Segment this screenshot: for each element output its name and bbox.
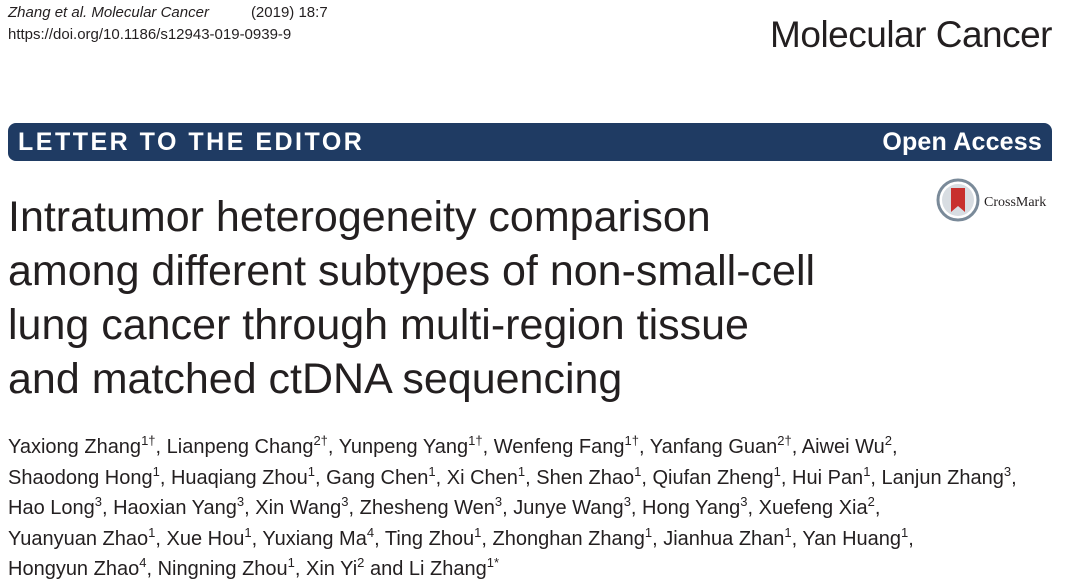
author-name[interactable]: Ting Zhou xyxy=(384,527,475,550)
author-list: Yaxiong Zhang1†, Lianpeng Chang2†, Yunpe… xyxy=(8,432,1068,585)
author-name[interactable]: Xi Chen xyxy=(446,466,518,489)
author-affiliation-mark: 1 xyxy=(148,524,156,540)
author-name[interactable]: Jianhua Zhan xyxy=(663,527,785,550)
author-name[interactable]: and Li Zhang xyxy=(369,558,487,580)
author-name[interactable]: Shen Zhao xyxy=(536,466,635,489)
title-line: among different subtypes of non-small-ce… xyxy=(8,247,816,295)
author-name[interactable]: Xin Wang xyxy=(255,497,342,519)
title-line: lung cancer through multi-region tissue xyxy=(8,301,749,349)
author-affiliation-mark: 3 xyxy=(94,494,102,509)
author-affiliation-mark: 1† xyxy=(141,433,156,448)
author-name[interactable]: Shaodong Hong xyxy=(8,466,153,489)
doi-link[interactable]: https://doi.org/10.1186/s12943-019-0939-… xyxy=(8,26,292,43)
article-title: Intratumor heterogeneity comparison amon… xyxy=(8,190,938,406)
author-name[interactable]: Hongyun Zhao xyxy=(8,558,140,580)
author-affiliation-mark: 1 xyxy=(901,524,909,540)
author-name[interactable]: Hao Long xyxy=(8,497,95,519)
author-name[interactable]: Xuefeng Xia xyxy=(758,497,868,519)
author-affiliation-mark: 1 xyxy=(863,463,871,479)
author-name[interactable]: Junye Wang xyxy=(513,497,624,519)
author-affiliation-mark: 1 xyxy=(634,463,642,479)
author-affiliation-mark: 1 xyxy=(474,524,482,540)
author-line: Hongyun Zhao4, Ningning Zhou1, Xin Yi2 a… xyxy=(8,555,500,580)
author-affiliation-mark: 1 xyxy=(244,524,252,540)
author-affiliation-mark: 2† xyxy=(313,433,328,448)
author-name[interactable]: Xin Yi xyxy=(306,558,358,580)
author-affiliation-mark: 1 xyxy=(428,463,436,479)
author-name[interactable]: Lianpeng Chang xyxy=(166,436,314,458)
author-name[interactable]: Zhonghan Zhang xyxy=(492,527,645,550)
author-affiliation-mark: 3 xyxy=(236,494,245,509)
author-name[interactable]: Huaqiang Zhou xyxy=(170,466,308,489)
citation-line: Zhang et al. Molecular Cancer (2019) 18:7 xyxy=(8,2,328,24)
author-affiliation-mark: 3 xyxy=(740,494,748,509)
author-name[interactable]: Yaxiong Zhang xyxy=(8,436,142,458)
author-name[interactable]: Zhesheng Wen xyxy=(359,497,495,519)
article-type-label: LETTER TO THE EDITOR xyxy=(18,127,365,156)
journal-logo-text: Molecular Cancer xyxy=(770,14,1052,55)
title-line: and matched ctDNA sequencing xyxy=(8,355,623,403)
author-affiliation-mark: 1† xyxy=(624,433,639,448)
author-affiliation-mark: 2 xyxy=(357,555,365,570)
author-name[interactable]: Hui Pan xyxy=(792,466,864,489)
crossmark-icon xyxy=(936,178,980,227)
author-affiliation-mark: 3 xyxy=(623,494,631,509)
citation-year-volume: (2019) 18:7 xyxy=(250,4,328,21)
author-affiliation-mark: 4 xyxy=(366,524,375,540)
author-affiliation-mark: 1* xyxy=(486,555,500,570)
author-name[interactable]: Yuxiang Ma xyxy=(262,527,367,550)
author-name[interactable]: Yuanyuan Zhao xyxy=(8,527,149,550)
author-line: Yaxiong Zhang1†, Lianpeng Chang2†, Yunpe… xyxy=(8,433,898,458)
author-affiliation-mark: 2† xyxy=(777,433,792,448)
author-name[interactable]: Qiufan Zheng xyxy=(652,466,774,489)
author-affiliation-mark: 1 xyxy=(152,463,160,479)
citation-block: Zhang et al. Molecular Cancer (2019) 18:7… xyxy=(8,2,328,46)
citation-authors: Zhang et al. Molecular Cancer xyxy=(8,4,209,21)
author-affiliation-mark: 1† xyxy=(468,433,483,448)
author-line: Yuanyuan Zhao1, Xue Hou1, Yuxiang Ma4, T… xyxy=(8,524,914,550)
author-name[interactable]: Xue Hou xyxy=(166,527,245,550)
author-affiliation-mark: 1 xyxy=(773,463,781,479)
crossmark-badge[interactable]: CrossMark xyxy=(936,178,1046,227)
author-affiliation-mark: 3 xyxy=(341,494,349,509)
author-name[interactable]: Aiwei Wu xyxy=(801,436,885,458)
author-name[interactable]: Hong Yang xyxy=(642,497,741,519)
author-affiliation-mark: 2 xyxy=(867,494,875,509)
author-name[interactable]: Yan Huang xyxy=(802,527,902,550)
author-affiliation-mark: 1 xyxy=(287,555,295,570)
crossmark-label: CrossMark xyxy=(984,194,1047,210)
author-line: Hao Long3, Haoxian Yang3, Xin Wang3, Zhe… xyxy=(8,494,881,519)
author-name[interactable]: Yanfang Guan xyxy=(649,436,778,458)
author-affiliation-mark: 2 xyxy=(884,433,892,448)
author-name[interactable]: Gang Chen xyxy=(326,466,429,489)
article-type-banner: LETTER TO THE EDITOR Open Access xyxy=(8,123,1052,161)
author-name[interactable]: Lanjun Zhang xyxy=(881,466,1004,489)
author-line: Shaodong Hong1, Huaqiang Zhou1, Gang Che… xyxy=(8,463,1017,489)
author-affiliation-mark: 3 xyxy=(494,494,503,509)
author-affiliation-mark: 1 xyxy=(517,463,526,479)
author-name[interactable]: Haoxian Yang xyxy=(113,497,237,519)
author-affiliation-mark: 1 xyxy=(307,463,315,479)
author-affiliation-mark: 1 xyxy=(784,524,792,540)
author-affiliation-mark: 1 xyxy=(644,524,653,540)
author-name[interactable]: Wenfeng Fang xyxy=(493,436,625,458)
open-access-label: Open Access xyxy=(882,127,1042,156)
author-name[interactable]: Yunpeng Yang xyxy=(338,436,469,458)
author-affiliation-mark: 4 xyxy=(139,555,147,570)
author-affiliation-mark: 3 xyxy=(1003,463,1012,479)
title-line: Intratumor heterogeneity comparison xyxy=(8,193,711,241)
author-name[interactable]: Ningning Zhou xyxy=(157,558,288,580)
